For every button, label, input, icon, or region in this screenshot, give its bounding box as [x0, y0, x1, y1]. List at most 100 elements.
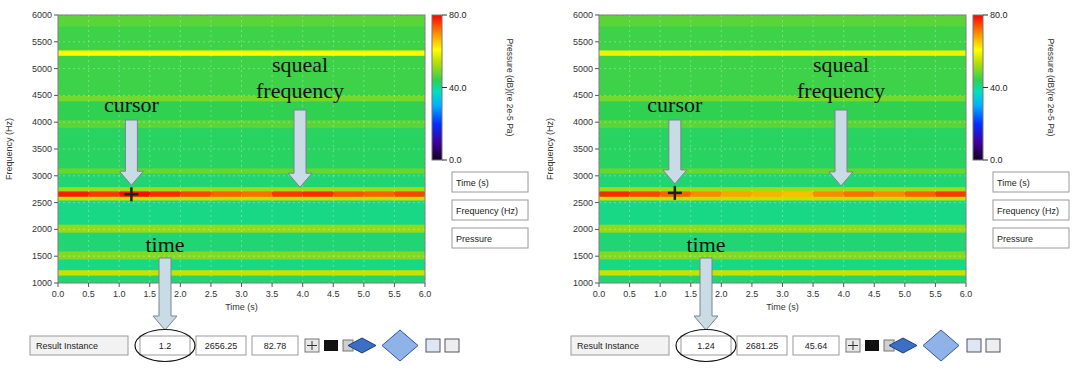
icon	[846, 339, 860, 352]
x-tick	[394, 283, 395, 287]
x-tick-label: 3.5	[266, 289, 279, 299]
heatmap-cell	[905, 232, 936, 251]
indicator-label: Pressure	[997, 234, 1033, 244]
heatmap-cell	[813, 15, 844, 26]
x-tick-label: 5.5	[388, 289, 401, 299]
heatmap-cell	[180, 101, 211, 120]
heatmap-cell	[303, 196, 334, 200]
y-tick	[595, 95, 599, 96]
heatmap-cell	[874, 251, 905, 260]
heatmap-cell	[599, 15, 630, 26]
heatmap-cell	[721, 128, 752, 169]
heatmap-cell	[333, 270, 364, 276]
indicator-box	[993, 172, 1069, 192]
colorbar-tick	[442, 160, 447, 161]
heatmap-cell	[272, 224, 303, 233]
icon	[324, 340, 338, 351]
readout-box	[140, 336, 190, 355]
heatmap-cell	[752, 191, 783, 197]
heatmap-cell	[630, 128, 661, 169]
heatmap-cell	[150, 120, 181, 129]
heatmap-cell	[272, 15, 303, 26]
x-tick-label: 0.0	[593, 289, 606, 299]
heatmap-cell	[630, 26, 661, 51]
annotation: time	[686, 232, 725, 257]
x-tick-label: 3.5	[807, 289, 820, 299]
heatmap-cell	[813, 196, 844, 200]
y-tick-label: 1000	[32, 278, 52, 288]
icon	[865, 340, 879, 351]
y-tick	[54, 68, 58, 69]
heatmap-cell	[58, 26, 89, 51]
heatmap-cell	[905, 120, 936, 129]
y-tick	[54, 149, 58, 150]
heatmap-cell	[935, 232, 966, 251]
heatmap-cell	[813, 270, 844, 276]
heatmap-cell	[394, 187, 425, 192]
readout-label-box	[30, 336, 128, 355]
heatmap-cell	[272, 191, 303, 197]
heatmap-cell	[333, 50, 364, 56]
heatmap-cell	[394, 15, 425, 26]
heatmap-cell	[150, 26, 181, 51]
x-tick	[751, 283, 752, 287]
heatmap-cell	[303, 270, 334, 276]
y-tick	[54, 229, 58, 230]
colorbar-tick-label: 0.0	[449, 155, 462, 165]
heatmap-cell	[89, 224, 120, 233]
x-tick-label: 2.5	[205, 289, 218, 299]
heatmap-cell	[333, 224, 364, 233]
annotation-line: frequency	[797, 78, 885, 103]
heatmap-cell	[783, 191, 814, 197]
heatmap-cell	[935, 15, 966, 26]
grid-line	[58, 202, 425, 203]
heatmap-cell	[150, 200, 181, 225]
heatmap-cell	[844, 232, 875, 251]
heatmap-cell	[272, 270, 303, 276]
heatmap-cell	[58, 55, 89, 96]
grid-line	[599, 41, 966, 42]
y-tick-label: 3500	[32, 144, 52, 154]
heatmap-cell	[180, 15, 211, 26]
x-tick-label: 0.0	[52, 289, 65, 299]
heatmap-cell	[89, 120, 120, 129]
heatmap-cell	[364, 196, 395, 200]
heatmap-cell	[752, 101, 783, 120]
heatmap-cell	[119, 50, 150, 56]
heatmap-cell	[211, 168, 242, 174]
heatmap-cell	[874, 168, 905, 174]
heatmap-cell	[58, 275, 89, 283]
heatmap-cell	[630, 275, 661, 283]
y-tick-label: 4000	[32, 117, 52, 127]
annotations: cursorsquealfrequencytime	[647, 52, 885, 362]
heatmap-cell	[599, 232, 630, 251]
readout-box	[681, 336, 731, 355]
heatmap-cell	[874, 200, 905, 225]
heatmap-cell	[905, 196, 936, 200]
heatmap-cell	[630, 200, 661, 225]
x-tick	[58, 283, 59, 287]
heatmap-cell	[935, 26, 966, 51]
heatmap-cell	[630, 191, 661, 197]
heatmap-cell	[935, 168, 966, 174]
heatmap-cell	[844, 26, 875, 51]
heatmap-cell	[333, 128, 364, 169]
heatmap-cell	[394, 232, 425, 251]
heatmap-cell	[272, 232, 303, 251]
heatmap-cell	[630, 120, 661, 129]
y-tick-label: 1000	[573, 278, 593, 288]
heatmap-cell	[783, 101, 814, 120]
x-tick-label: 4.0	[837, 289, 850, 299]
heatmap-cell	[630, 224, 661, 233]
heatmap-cell	[364, 232, 395, 251]
y-tick-label: 2500	[32, 198, 52, 208]
heatmap-cell	[752, 251, 783, 260]
indicator-box	[452, 228, 528, 248]
heatmap-cell	[272, 196, 303, 200]
heatmap-cell	[211, 270, 242, 276]
heatmap-cell	[89, 251, 120, 260]
heatmap-cell	[58, 224, 89, 233]
heatmap-cell	[935, 259, 966, 270]
heatmap-cell	[721, 55, 752, 96]
heatmap-cell	[394, 173, 425, 187]
